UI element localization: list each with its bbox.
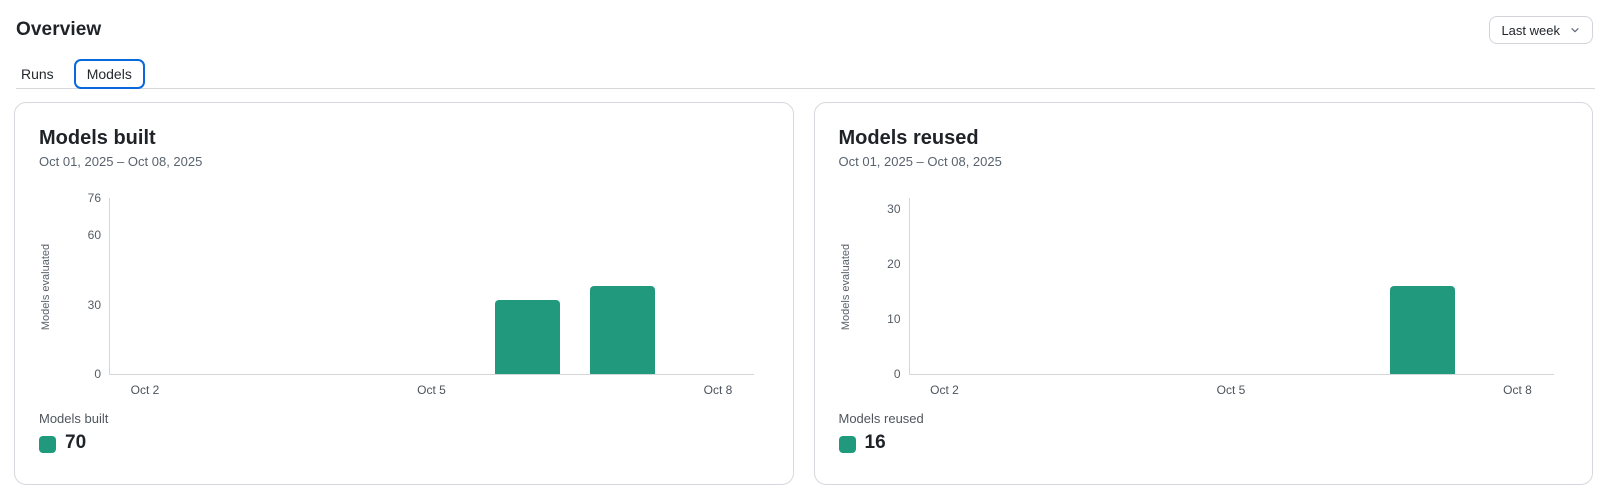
y-tick-label: 0 <box>94 367 101 381</box>
bar-oct-7 <box>1389 286 1455 374</box>
y-tick-label: 30 <box>887 202 901 216</box>
card-date-range: Oct 01, 2025 – Oct 08, 2025 <box>39 154 203 169</box>
x-tick-label: Oct 5 <box>417 383 446 397</box>
x-tick-label: Oct 2 <box>130 383 160 397</box>
page-title: Overview <box>16 19 102 40</box>
x-tick-label: Oct 2 <box>930 383 959 397</box>
tabs-divider <box>16 88 1595 89</box>
y-tick-label: 60 <box>87 228 101 243</box>
x-axis-line <box>908 374 1554 375</box>
tab-bar: Runs Models <box>16 58 1616 90</box>
legend-label: Models reused <box>838 411 924 426</box>
y-axis-label: Models evaluated <box>40 243 52 331</box>
y-axis-line <box>908 198 910 375</box>
card-models-built: Models built Oct 01, 2025 – Oct 08, 2025… <box>14 102 794 485</box>
x-tick-label: Oct 8 <box>1503 383 1532 397</box>
tab-runs[interactable]: Runs <box>21 66 54 82</box>
y-axis-line <box>109 198 110 375</box>
models-reused-chart: Models evaluated 0 10 20 30 Oct 2 Oct 5 Oct 8 <box>815 103 1593 484</box>
time-range-dropdown[interactable]: Last week <box>1489 16 1593 44</box>
time-range-value: Last week <box>1501 22 1560 38</box>
legend-total-value: 16 <box>864 432 886 453</box>
y-tick-label: 30 <box>87 297 101 312</box>
x-tick-label: Oct 8 <box>703 383 733 397</box>
y-tick-label: 76 <box>87 191 101 205</box>
legend-swatch <box>838 436 856 453</box>
legend-total-value: 70 <box>65 432 87 453</box>
chevron-down-icon <box>1569 24 1581 36</box>
card-title: Models reused <box>838 127 979 149</box>
y-tick-label: 0 <box>893 367 901 381</box>
x-tick-label: Oct 5 <box>1216 383 1246 397</box>
card-models-reused: Models reused Oct 01, 2025 – Oct 08, 202… <box>813 102 1593 485</box>
cards-row: Models built Oct 01, 2025 – Oct 08, 2025… <box>14 102 1593 485</box>
y-tick-label: 10 <box>887 312 901 326</box>
y-tick-label: 20 <box>887 257 901 271</box>
top-bar: Overview Last week <box>0 0 1616 44</box>
bar-oct-7 <box>590 286 655 374</box>
legend-swatch <box>39 436 56 453</box>
models-built-chart: Models evaluated 0 30 60 76 Oct 2 Oct 5 Oct 8 <box>15 103 793 484</box>
x-axis-line <box>109 374 754 375</box>
card-title: Models built <box>39 127 156 149</box>
tab-models[interactable]: Models <box>73 59 145 89</box>
card-date-range: Oct 01, 2025 – Oct 08, 2025 <box>838 154 1002 169</box>
bar-oct-6 <box>494 299 560 374</box>
legend-label: Models built <box>39 411 109 426</box>
